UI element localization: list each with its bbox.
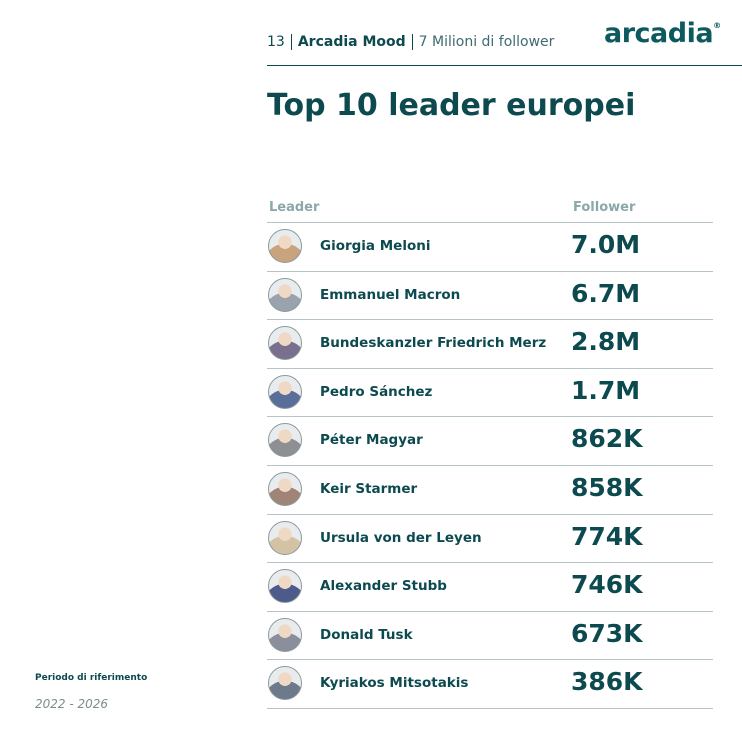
leader-name: Alexander Stubb [320,578,447,595]
avatar [268,569,302,604]
avatar [268,617,302,652]
leader-name: Ursula von der Leyen [320,529,482,546]
brand: Arcadia Mood [290,34,412,50]
avatar [268,374,302,409]
row-divider [267,270,713,272]
follower-count: 774K [571,521,643,551]
header-divider [267,222,713,223]
leader-name: Giorgia Meloni [320,238,431,254]
title: Top 10 leader europei [267,88,636,123]
avatar [268,520,302,555]
subtitle: 7 Milioni di follower [411,34,561,50]
header: 13 Arcadia Mood 7 Milioni di follower [267,34,560,50]
follower-count: 673K [571,618,643,648]
row-divider [267,610,713,612]
avatar [268,472,302,506]
row-divider [267,319,713,321]
footer-label: Periodo di riferimento [35,673,148,683]
avatar [268,229,302,263]
row-divider [267,465,713,466]
logo-text: arcadia [604,18,714,49]
follower-count: 7.0M [571,230,641,259]
avatar [268,326,302,361]
footer-period: 2022 - 2026 [35,697,109,711]
avatar [268,666,302,701]
avatar [268,277,302,312]
row-divider [267,367,713,369]
column-header: Leader [269,200,320,215]
leader-name: Donald Tusk [320,626,413,643]
follower-count: 862K [571,424,643,454]
header-rule [267,65,742,66]
leader-name: Keir Starmer [320,481,418,497]
follower-count: 386K [571,667,643,697]
follower-count: 6.7M [571,278,641,308]
follower-count: 2.8M [571,327,641,357]
leader-name: Emmanuel Macron [320,286,461,303]
column-header: Follower [573,200,636,215]
row-divider [267,416,713,418]
row-divider [267,659,713,661]
leader-name: Kyriakos Mitsotakis [320,675,469,692]
row-divider [267,513,713,515]
follower-count: 746K [571,570,643,600]
logo-mark: ® [713,21,721,30]
leader-name: Bundeskanzler Friedrich Merz [320,335,547,352]
leader-name: Péter Magyar [320,432,423,449]
page-number: 13 [267,34,285,50]
leader-name: Pedro Sánchez [320,383,433,400]
row-divider [267,562,713,564]
avatar [268,423,302,458]
follower-count: 1.7M [571,375,641,405]
logo: arcadia® [604,18,721,49]
follower-count: 858K [571,473,643,502]
row-divider [267,708,713,709]
